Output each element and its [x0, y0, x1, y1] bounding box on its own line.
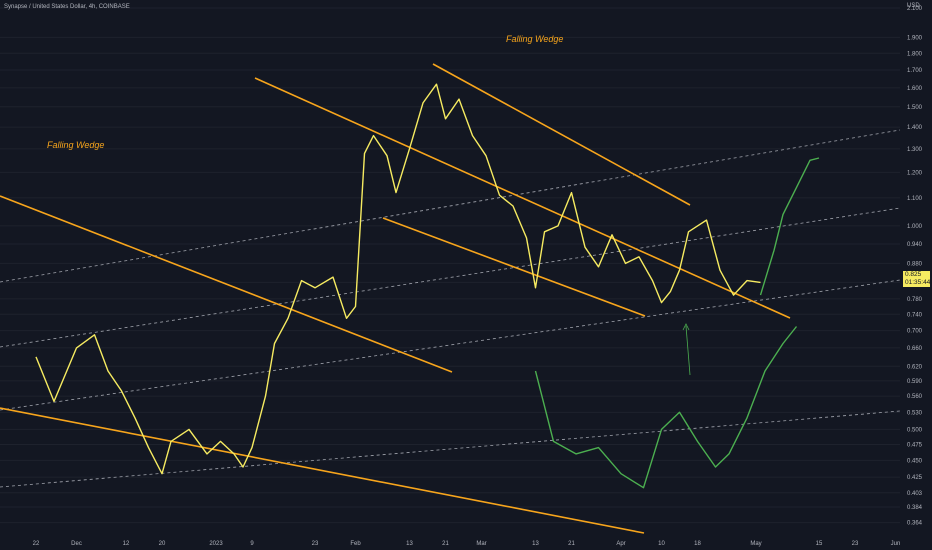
y-tick-label: 1.200 [907, 170, 923, 176]
y-tick-label: 0.500 [907, 427, 923, 433]
wedge-annotation-2: Falling Wedge [506, 34, 563, 44]
x-tick-label: 12 [123, 541, 130, 547]
x-tick-label: 20 [159, 541, 166, 547]
wedge-annotation-1: Falling Wedge [47, 140, 104, 150]
y-tick-label: 0.450 [907, 458, 923, 464]
projection-line [759, 157, 820, 296]
x-tick-label: Mar [476, 541, 486, 547]
x-tick-label: 21 [568, 541, 575, 547]
y-tick-label: 0.560 [907, 394, 923, 400]
x-tick-label: 18 [694, 541, 701, 547]
y-tick-label: 0.403 [907, 491, 923, 497]
x-axis: 22 Dec 12 20 2023 9 23 Feb 13 21 Mar 13 21 Apr 10 18 May… [33, 541, 901, 547]
y-tick-label: 0.780 [907, 297, 923, 303]
y-tick-label: 0.700 [907, 329, 923, 335]
x-tick-label: 22 [33, 541, 40, 547]
x-tick-label: 23 [312, 541, 319, 547]
countdown-timer: 01:35:44 [905, 279, 931, 286]
y-tick-label: 1.400 [907, 125, 923, 131]
wedge-line [0, 195, 453, 373]
y-tick-label: 1.300 [907, 147, 923, 153]
wedge-line [0, 407, 645, 534]
y-tick-label: 0.660 [907, 346, 923, 352]
projection-line [534, 326, 798, 489]
y-tick-label: 1.100 [907, 196, 923, 202]
wedge-line [432, 63, 691, 206]
y-axis: 2.100 1.900 1.800 1.700 1.600 1.500 1.400 1.300… [907, 6, 923, 527]
y-tick-label: 0.364 [907, 521, 923, 527]
x-tick-label: Jun [891, 541, 901, 547]
y-tick-label: 1.600 [907, 86, 923, 92]
y-axis-unit: USD [907, 3, 920, 9]
falling-wedge-lines [0, 63, 791, 534]
y-tick-label: 0.880 [907, 261, 923, 267]
y-tick-label: 0.620 [907, 364, 923, 370]
x-tick-label: Feb [350, 541, 361, 547]
y-tick-label: 0.425 [907, 475, 923, 481]
y-tick-label: 0.530 [907, 410, 923, 416]
projection-arrow [682, 323, 691, 376]
y-tick-label: 1.700 [907, 68, 923, 74]
x-tick-label: 21 [442, 541, 449, 547]
arrow-head [682, 323, 690, 331]
x-tick-label: May [750, 541, 761, 547]
x-tick-label: 23 [852, 541, 859, 547]
y-tick-label: 1.500 [907, 105, 923, 111]
price-series [35, 83, 820, 489]
y-tick-label: 0.740 [907, 312, 923, 318]
arrow-shaft [685, 325, 691, 376]
y-tick-label: 0.940 [907, 242, 923, 248]
y-tick-label: 0.475 [907, 442, 923, 448]
grid [0, 7, 900, 524]
y-tick-label: 1.000 [907, 224, 923, 230]
wedge-line [254, 77, 791, 319]
x-tick-label: 13 [532, 541, 539, 547]
x-tick-label: 10 [658, 541, 665, 547]
dashed-channel-line [0, 279, 901, 411]
chart-title: Synapse / United States Dollar, 4h, COIN… [4, 4, 130, 10]
dashed-channel-line [0, 207, 901, 348]
y-tick-label: 1.800 [907, 51, 923, 57]
y-tick-label: 0.384 [907, 505, 923, 511]
annotations: Falling Wedge Falling Wedge [47, 34, 563, 150]
x-tick-label: 9 [250, 541, 254, 547]
dashed-channel-lines [0, 129, 901, 488]
dashed-channel-line [0, 129, 901, 283]
current-price-tag: 0.825 01:35:44 [903, 271, 930, 287]
y-tick-label: 0.590 [907, 379, 923, 385]
x-tick-label: Dec [71, 541, 82, 547]
price-line [35, 83, 761, 475]
y-tick-label: 2.100 [907, 6, 923, 12]
current-price: 0.825 [905, 271, 922, 278]
x-tick-label: Apr [616, 541, 625, 547]
x-tick-label: 13 [406, 541, 413, 547]
y-tick-label: 1.900 [907, 35, 923, 41]
wedge-line [382, 217, 646, 317]
x-tick-label: 2023 [209, 541, 223, 547]
x-tick-label: 15 [816, 541, 823, 547]
dashed-channel-line [0, 410, 901, 488]
